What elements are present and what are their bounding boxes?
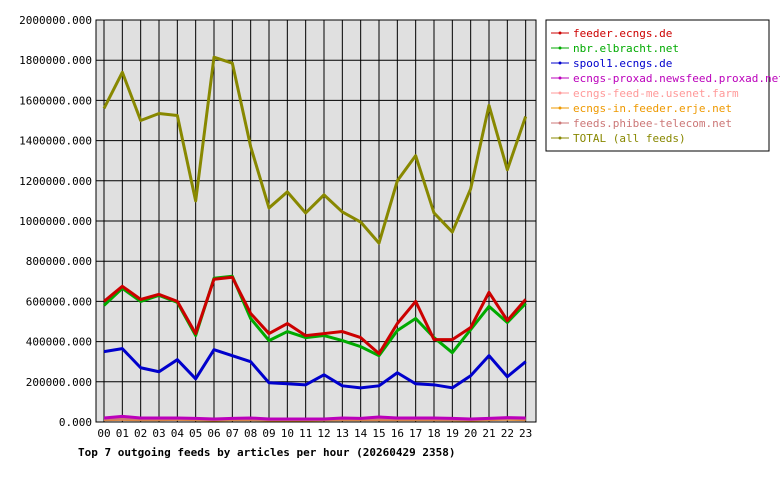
series-lines [102, 55, 528, 422]
x-tick-label: 16 [391, 427, 404, 440]
x-tick-label: 12 [317, 427, 330, 440]
legend-label: ecngs-feed-me.usenet.farm [573, 87, 739, 100]
y-tick-label: 0.000 [59, 416, 92, 429]
x-tick-label: 09 [262, 427, 275, 440]
series-line-0 [103, 275, 527, 356]
legend-label: ecngs-in.feeder.erje.net [573, 102, 732, 115]
x-tick-labels: 00 01 02 03 04 05 06 07 08 09 10 11 12 13 14 15 16 17 18 19… [97, 427, 532, 440]
x-tick-label: 11 [299, 427, 312, 440]
x-tick-label: 20 [464, 427, 477, 440]
legend-label: spool1.ecngs.de [573, 57, 672, 70]
chart-title: Top 7 outgoing feeds by articles per hou… [78, 446, 456, 459]
legend-marker [558, 76, 562, 80]
series-line-7 [102, 55, 528, 245]
x-tick-label: 04 [171, 427, 185, 440]
y-tick-label: 2000000.000 [19, 14, 92, 27]
series-line-3 [103, 414, 526, 421]
legend-marker [558, 31, 562, 35]
legend-box [545, 19, 770, 152]
x-tick-label: 21 [482, 427, 495, 440]
x-tick-label: 18 [427, 427, 440, 440]
y-tick-label: 1000000.000 [19, 215, 92, 228]
x-tick-label: 06 [207, 427, 220, 440]
legend-label: TOTAL (all feeds) [573, 132, 686, 145]
legend-marker [558, 106, 562, 110]
x-tick-label: 23 [519, 427, 532, 440]
x-tick-label: 00 [97, 427, 110, 440]
y-tick-label: 1400000.000 [19, 135, 92, 148]
x-tick-label: 19 [446, 427, 459, 440]
x-tick-label: 17 [409, 427, 422, 440]
legend-label: feeds.phibee-telecom.net [573, 117, 732, 130]
legend-label: ecngs-proxad.newsfeed.proxad.net [573, 72, 780, 85]
x-tick-label: 10 [281, 427, 294, 440]
y-tick-label: 1800000.000 [19, 54, 92, 67]
x-tick-label: 05 [189, 427, 202, 440]
legend-label: nbr.elbracht.net [573, 42, 679, 55]
x-tick-label: 22 [501, 427, 514, 440]
legend-marker [558, 46, 562, 50]
x-tick-label: 14 [354, 427, 368, 440]
x-tick-label: 02 [134, 427, 147, 440]
legend-marker [558, 121, 562, 125]
y-tick-label: 1600000.000 [19, 94, 92, 107]
legend-marker [558, 91, 562, 95]
x-tick-label: 13 [336, 427, 349, 440]
series-line-2 [103, 347, 527, 390]
y-tick-label: 200000.000 [26, 376, 92, 389]
x-tick-label: 08 [244, 427, 257, 440]
legend-label: feeder.ecngs.de [573, 27, 672, 40]
x-tick-label: 07 [226, 427, 239, 440]
y-tick-labels: 0.000 200000.000 400000.000 600000.000 80000… [19, 14, 92, 429]
legend-marker [558, 136, 562, 140]
y-tick-label: 1200000.000 [19, 175, 92, 188]
y-tick-label: 400000.000 [26, 336, 92, 349]
x-tick-label: 15 [372, 427, 385, 440]
legend: feeder.ecngs.de nbr.elbracht.net spool1.ec… [545, 19, 780, 152]
legend-marker [558, 61, 562, 65]
y-tick-label: 800000.000 [26, 255, 92, 268]
y-tick-label: 600000.000 [26, 295, 92, 308]
plot-border [95, 19, 537, 423]
x-tick-label: 03 [152, 427, 165, 440]
x-tick-label: 01 [116, 427, 129, 440]
